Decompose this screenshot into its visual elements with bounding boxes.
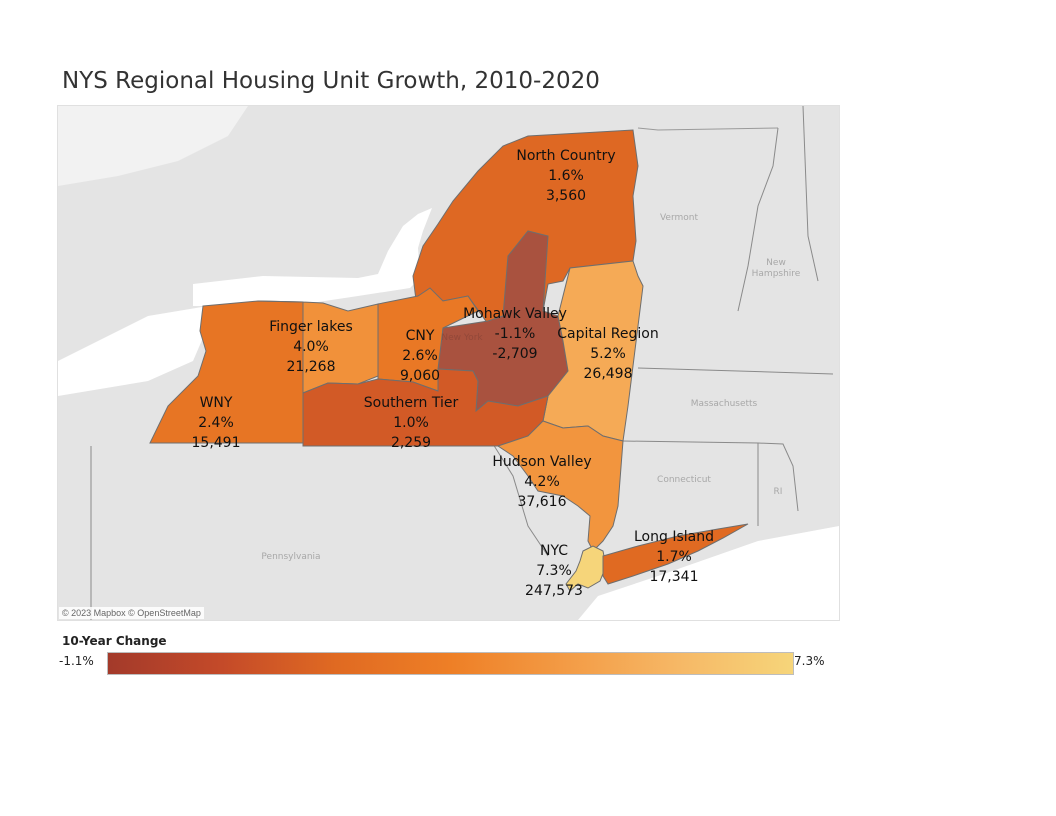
region-label-southern-tier: Southern Tier 1.0% 2,259	[364, 393, 459, 453]
ri-border	[757, 442, 799, 512]
legend-min-label: -1.1%	[59, 654, 94, 668]
state-label-vermont: Vermont	[659, 213, 699, 223]
region-pct: 1.6%	[548, 168, 584, 184]
map-attribution[interactable]: © 2023 Mapbox © OpenStreetMap	[59, 607, 204, 619]
legend-max-label: 7.3%	[794, 654, 825, 668]
region-hudson-valley[interactable]	[496, 420, 624, 552]
region-pct: 1.0%	[393, 415, 429, 431]
region-pct: -1.1%	[494, 326, 536, 342]
state-label-ri: RI	[773, 487, 783, 497]
state-label-new-hampshire-1: New	[766, 258, 786, 268]
region-units: 9,060	[399, 368, 441, 384]
region-finger-lakes[interactable]	[257, 300, 379, 394]
region-name: Hudson Valley	[492, 454, 592, 470]
region-name: Southern Tier	[363, 395, 459, 411]
region-label-hudson-valley: Hudson Valley 4.2% 37,616	[492, 452, 591, 512]
region-units: 17,341	[649, 569, 699, 585]
nh-me-border	[802, 106, 819, 282]
map-svg	[58, 106, 839, 620]
region-name: Long Island	[634, 529, 714, 545]
ma-border	[637, 367, 834, 375]
region-label-wny: WNY 2.4% 15,491	[192, 393, 241, 453]
water-body	[58, 106, 248, 186]
region-label-long-island: Long Island 1.7% 17,341	[634, 527, 714, 587]
region-nyc[interactable]	[565, 545, 607, 592]
region-name: Mohawk Valley	[463, 306, 567, 322]
region-pct: 4.0%	[293, 339, 329, 355]
region-pct: 2.6%	[402, 348, 438, 364]
region-long-island[interactable]	[602, 523, 749, 585]
region-name: Finger lakes	[269, 319, 353, 335]
state-label-new-hampshire-2: Hampshire	[751, 269, 801, 279]
region-label-mohawk-valley: Mohawk Valley -1.1% -2,709	[463, 304, 567, 364]
region-name: NYC	[539, 543, 569, 559]
region-units: 37,616	[517, 494, 567, 510]
region-name: WNY	[199, 395, 233, 411]
region-pct: 4.2%	[524, 474, 560, 490]
region-units: 15,491	[191, 435, 241, 451]
state-label-connecticut: Connecticut	[657, 475, 711, 485]
vt-nh-border	[737, 127, 779, 312]
state-label-massachusetts: Massachusetts	[690, 399, 758, 409]
region-name: Capital Region	[557, 326, 659, 342]
region-label-capital-region: Capital Region 5.2% 26,498	[557, 324, 658, 384]
region-name: North Country	[516, 148, 616, 164]
map-view[interactable]: Vermont New Hampshire Massachusetts Conn…	[57, 105, 840, 621]
pa-nj-border	[487, 435, 549, 557]
region-label-cny: CNY 2.6% 9,060	[400, 326, 440, 386]
lake-ontario	[193, 208, 432, 306]
legend-title: 10-Year Change	[62, 634, 167, 648]
state-label-new-york: New York	[441, 333, 483, 343]
page-title: NYS Regional Housing Unit Growth, 2010-2…	[62, 68, 600, 94]
region-label-nyc: NYC 7.3% 247,573	[525, 541, 583, 601]
canada-border	[637, 127, 779, 131]
region-units: -2,709	[492, 346, 538, 362]
region-pct: 1.7%	[656, 549, 692, 565]
region-name: CNY	[405, 328, 435, 344]
region-units: 247,573	[525, 583, 583, 599]
region-label-north-country: North Country 1.6% 3,560	[516, 146, 615, 206]
state-label-pennsylvania: Pennsylvania	[261, 552, 321, 562]
region-label-finger-lakes: Finger lakes 4.0% 21,268	[269, 317, 353, 377]
legend-color-ramp	[107, 652, 794, 675]
region-units: 26,498	[583, 366, 633, 382]
region-pct: 2.4%	[198, 415, 234, 431]
atlantic-ocean	[578, 526, 839, 620]
region-units: 21,268	[286, 359, 336, 375]
region-pct: 5.2%	[590, 346, 626, 362]
region-units: 3,560	[545, 188, 587, 204]
lake-erie	[58, 306, 208, 396]
region-pct: 7.3%	[536, 563, 572, 579]
region-units: 2,259	[390, 435, 432, 451]
